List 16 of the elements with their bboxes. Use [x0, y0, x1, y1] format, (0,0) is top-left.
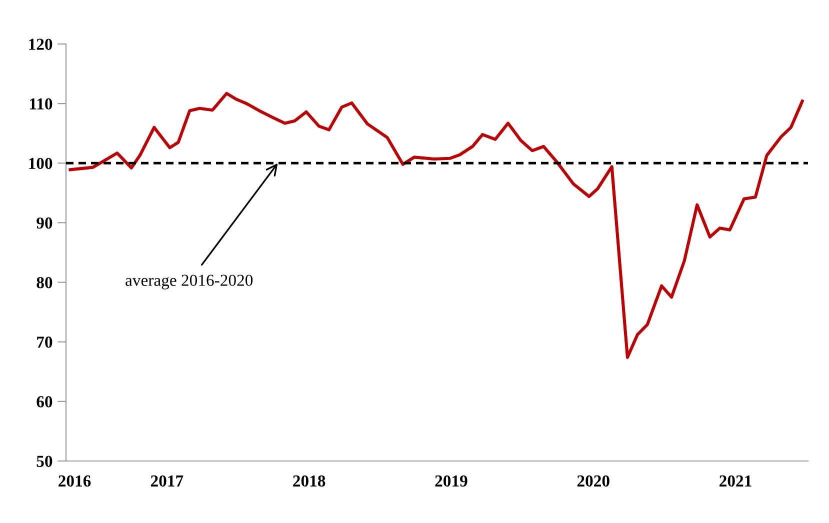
y-tick-label: 100: [29, 158, 52, 170]
annotation: average 2016-2020: [126, 274, 253, 290]
y-tick-label: 90: [36, 217, 52, 229]
line-series: [68, 92, 804, 359]
y-tick-label: 80: [36, 276, 52, 288]
x-tick-label: 2019: [435, 475, 468, 487]
y-tick-label: 70: [37, 336, 52, 348]
x-tick-label: 2016: [58, 475, 91, 487]
x-tick-label: 2017: [150, 475, 184, 487]
y-tick-label: 110: [30, 98, 52, 110]
y-tick-label: 120: [29, 38, 52, 50]
x-tick-label: 2021: [720, 475, 752, 487]
x-tick-label: 2018: [293, 475, 326, 487]
y-tick-label: 50: [36, 456, 52, 467]
x-tick-label: 2020: [577, 475, 610, 487]
y-tick-label: 60: [36, 396, 52, 408]
